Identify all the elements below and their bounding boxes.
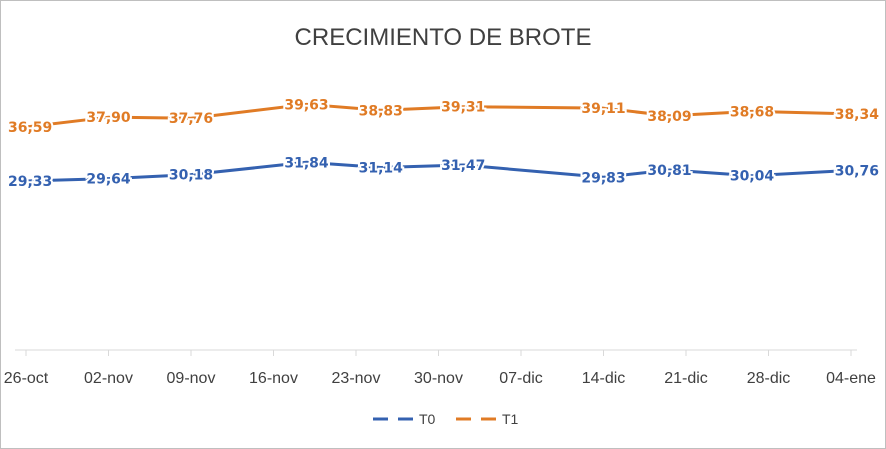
legend-label-t0: T0 (419, 411, 436, 427)
x-tick-label: 07-dic (499, 370, 543, 387)
data-label: 31,14 (359, 161, 404, 177)
x-tick-label: 23-nov (332, 370, 381, 387)
data-label: 30,81 (647, 163, 691, 179)
x-tick-label: 09-nov (167, 370, 216, 387)
data-labels: 29,33 29,64 30,18 31,84 31,14 31,47 29,83 30,81… (6, 95, 881, 192)
data-label: 30,04 (730, 169, 775, 185)
data-label: 39,11 (581, 101, 625, 117)
data-label: 29,33 (8, 174, 52, 190)
x-tick-label: 21-dic (664, 370, 708, 387)
chart-title: CRECIMIENTO DE BROTE (295, 24, 592, 51)
x-tick-label: 16-nov (249, 370, 298, 387)
data-label: 39,31 (441, 100, 485, 116)
data-label: 38,34 (835, 107, 880, 123)
series-line-t0 (24, 160, 853, 183)
x-tick-label: 28-dic (747, 370, 791, 387)
data-label: 36,59 (8, 120, 52, 136)
x-tick-label: 14-dic (582, 370, 626, 387)
x-tick-label: 02-nov (84, 370, 133, 387)
x-tick-label: 30-nov (414, 370, 463, 387)
data-label: 39,63 (284, 97, 328, 113)
x-tick-label: 26-oct (4, 370, 49, 387)
data-label: 38,09 (647, 109, 691, 125)
x-axis: 26-oct 02-nov 09-nov 16-nov 23-nov 30-nov 07-d… (4, 349, 876, 387)
legend: T0 T1 (373, 411, 519, 427)
data-label: 31,47 (441, 158, 485, 174)
data-label: 37,76 (169, 111, 213, 127)
data-label: 38,68 (730, 104, 774, 120)
data-label: 29,83 (581, 170, 625, 186)
data-label: 29,64 (86, 172, 131, 188)
series-line-t1 (24, 102, 853, 129)
data-label: 37,90 (86, 110, 131, 126)
data-label: 38,83 (359, 103, 403, 119)
series-lines (24, 102, 853, 183)
data-label: 31,84 (284, 155, 329, 171)
x-tick-label: 04-ene (826, 370, 876, 387)
data-label: 30,76 (835, 163, 879, 179)
data-label: 30,18 (169, 168, 213, 184)
legend-label-t1: T1 (502, 411, 519, 427)
